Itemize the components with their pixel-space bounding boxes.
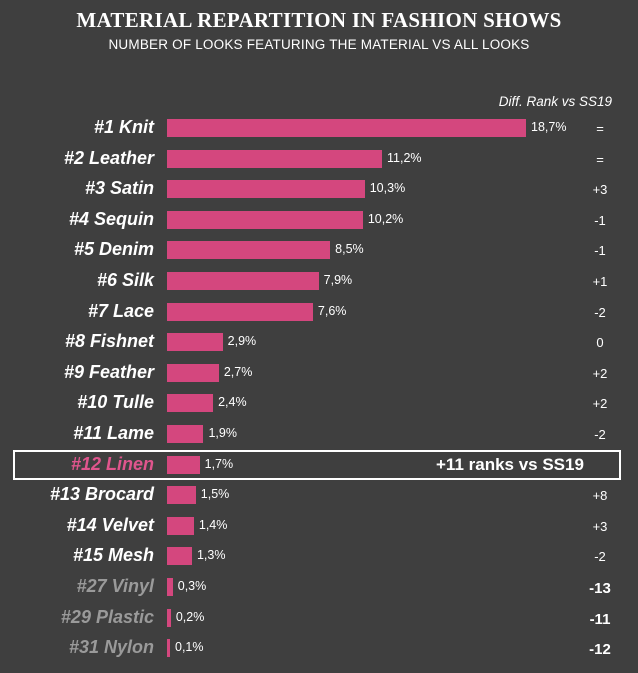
bar xyxy=(167,210,363,229)
diff-rank: +2 xyxy=(592,396,608,412)
bar-row: #4 Sequin 10,2% -1 xyxy=(0,205,638,236)
bar-row: #29 Plastic 0,2% -11 xyxy=(0,603,638,634)
chart-title: MATERIAL REPARTITION IN FASHION SHOWS xyxy=(76,8,562,32)
category-label: #31 Nylon xyxy=(68,637,154,658)
diff-rank: +3 xyxy=(592,518,608,534)
bar xyxy=(167,455,200,474)
diff-rank: 0 xyxy=(596,335,604,351)
category-label: #15 Mesh xyxy=(72,545,154,566)
bar-row: #31 Nylon 0,1% -12 xyxy=(0,633,638,664)
value-label: 7,9% xyxy=(323,273,353,287)
bar-row: #14 Velvet 1,4% +3 xyxy=(0,511,638,542)
diff-rank: -1 xyxy=(594,243,606,259)
diff-rank: = xyxy=(596,151,604,167)
bar xyxy=(167,241,331,260)
value-label: 0,1% xyxy=(175,640,204,655)
category-label: #2 Leather xyxy=(63,147,154,168)
diff-rank: -11 xyxy=(589,610,611,628)
bar-row: #27 Vinyl 0,3% -13 xyxy=(0,572,638,603)
bar-row: #15 Mesh 1,3% -2 xyxy=(0,541,638,572)
bar-row: #1 Knit 18,7% = xyxy=(0,113,638,144)
category-label: #13 Brocard xyxy=(49,484,154,505)
bar-row: #9 Feather 2,7% +2 xyxy=(0,358,638,389)
diff-rank-header: Diff. Rank vs SS19 xyxy=(498,94,612,109)
value-label: 1,3% xyxy=(196,548,226,563)
bar xyxy=(167,149,383,168)
diff-rank: -2 xyxy=(594,304,606,320)
value-label: 1,9% xyxy=(208,426,237,440)
category-label: #1 Knit xyxy=(93,117,154,137)
value-label: 1,5% xyxy=(200,487,230,502)
diff-rank: +8 xyxy=(592,488,608,504)
bar xyxy=(167,608,171,627)
value-label: 0,2% xyxy=(175,609,205,624)
bar xyxy=(167,639,170,658)
diff-rank: -1 xyxy=(594,212,606,228)
category-label: #4 Sequin xyxy=(68,208,154,229)
bar-row: #12 Linen 1,7% xyxy=(0,450,638,481)
diff-rank: -2 xyxy=(594,427,606,442)
diff-rank: +1 xyxy=(592,274,608,289)
diff-rank: = xyxy=(596,121,604,136)
category-label: #12 Linen xyxy=(70,453,154,474)
value-label: 0,3% xyxy=(177,579,207,593)
bar xyxy=(167,119,526,137)
bar-row: #10 Tulle 2,4% +2 xyxy=(0,388,638,419)
category-label: #6 Silk xyxy=(96,270,154,290)
value-label: 1,7% xyxy=(204,456,234,471)
diff-rank: +3 xyxy=(592,182,608,198)
bar xyxy=(167,425,204,443)
value-label: 2,9% xyxy=(227,334,257,349)
bar-row: #3 Satin 10,3% +3 xyxy=(0,174,638,205)
bar xyxy=(167,333,223,352)
category-label: #29 Plastic xyxy=(60,606,154,627)
bar xyxy=(167,486,196,505)
bar xyxy=(167,578,173,596)
category-label: #10 Tulle xyxy=(77,392,154,413)
diff-rank: -2 xyxy=(594,549,606,565)
value-label: 18,7% xyxy=(531,120,567,134)
bar-row: #6 Silk 7,9% +1 xyxy=(0,266,638,297)
bar xyxy=(167,516,194,535)
category-label: #8 Fishnet xyxy=(64,331,154,352)
value-label: 2,7% xyxy=(223,364,253,379)
value-label: 2,4% xyxy=(218,395,247,410)
value-label: 8,5% xyxy=(335,242,364,257)
category-label: #5 Denim xyxy=(73,239,154,260)
bar xyxy=(167,547,192,566)
bar xyxy=(167,394,214,413)
value-label: 10,2% xyxy=(367,211,404,226)
diff-rank: -12 xyxy=(589,641,611,659)
category-label: #3 Satin xyxy=(84,178,154,199)
chart-subtitle: NUMBER OF LOOKS FEATURING THE MATERIAL V… xyxy=(108,37,530,52)
highlight-note: +11 ranks vs SS19 xyxy=(436,455,584,474)
category-label: #7 Lace xyxy=(87,300,154,321)
diff-rank: +2 xyxy=(592,365,608,381)
value-label: 7,6% xyxy=(317,303,347,318)
highlight-box xyxy=(13,450,621,480)
value-label: 1,4% xyxy=(198,517,228,532)
bar-row: #7 Lace 7,6% -2 xyxy=(0,297,638,328)
category-label: #11 Lame xyxy=(73,423,154,443)
bar-row: #13 Brocard 1,5% +8 xyxy=(0,480,638,511)
category-label: #9 Feather xyxy=(63,361,154,382)
value-label: 10,3% xyxy=(369,181,406,196)
bar xyxy=(167,272,319,290)
value-label: 11,2% xyxy=(387,150,422,165)
bar xyxy=(167,363,219,382)
bar-row: #11 Lame 1,9% -2 xyxy=(0,419,638,450)
diff-rank: -13 xyxy=(589,580,611,597)
category-label: #14 Velvet xyxy=(66,514,154,535)
bar xyxy=(167,180,365,199)
category-label: #27 Vinyl xyxy=(76,576,154,596)
bar-row: #8 Fishnet 2,9% 0 xyxy=(0,327,638,358)
bar xyxy=(167,302,313,321)
bar-row: #5 Denim 8,5% -1 xyxy=(0,235,638,266)
bar-row: #2 Leather 11,2% = xyxy=(0,144,638,175)
